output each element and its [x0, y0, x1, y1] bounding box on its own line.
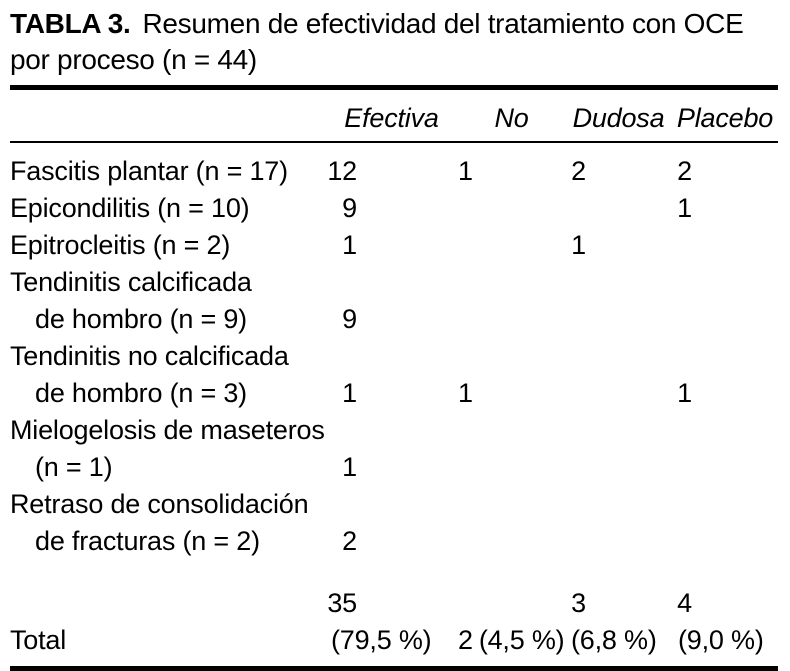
cell-dudosa: 2	[571, 156, 586, 186]
header-row: Efectiva No Dudosa Placebo	[10, 88, 778, 143]
cell-efectiva: 9	[342, 193, 357, 223]
cell-efectiva: 2	[342, 526, 357, 556]
cell-efectiva: 9	[342, 304, 357, 334]
column-header-dudosa: Dudosa	[572, 103, 665, 133]
cell-dudosa: 1	[571, 230, 586, 260]
cell-efectiva: 1	[342, 230, 357, 260]
row-label: Tendinitis calcificada de hombro (n = 9)	[10, 267, 252, 334]
table-row: Fascitis plantar (n = 17) 12 1 2 2	[10, 142, 778, 190]
cell-dudosa	[565, 338, 672, 412]
row-label: Tendinitis no calcificada de hombro (n =…	[10, 341, 289, 408]
row-label: Fascitis plantar (n = 17)	[10, 156, 288, 186]
total-cell-efectiva: 35(79,5 %)	[327, 588, 432, 655]
table-row: Tendinitis calcificada de hombro (n = 9)…	[10, 264, 778, 338]
table-row: Retraso de consolidación de fracturas (n…	[10, 486, 778, 560]
row-label: Epicondilitis (n = 10)	[10, 193, 250, 223]
total-cell-no: 2 (4,5 %)	[458, 625, 565, 655]
cell-no: 1	[458, 156, 473, 186]
table-row: Mielogelosis de maseteros (n = 1) 1	[10, 412, 778, 486]
total-cell-dudosa: 3(6,8 %)	[571, 588, 657, 655]
cell-no	[458, 412, 565, 486]
cell-dudosa	[565, 190, 672, 227]
table-row: Tendinitis no calcificada de hombro (n =…	[10, 338, 778, 412]
cell-placebo	[672, 227, 778, 264]
cell-dudosa	[565, 264, 672, 338]
cell-no	[458, 264, 565, 338]
cell-efectiva: 1	[342, 378, 357, 408]
total-cell-placebo: 4(9,0 %)	[677, 588, 764, 655]
table-row: Epitrocleitis (n = 2) 1 1	[10, 227, 778, 264]
cell-efectiva: 1	[342, 452, 357, 482]
table-title-text: Resumen de efectividad del tratamiento c…	[10, 8, 744, 75]
cell-placebo: 1	[677, 378, 692, 408]
cell-placebo	[672, 412, 778, 486]
total-label: Total	[10, 625, 67, 655]
effectiveness-table: Efectiva No Dudosa Placebo Fascitis plan…	[10, 85, 778, 671]
row-label: Epitrocleitis (n = 2)	[10, 230, 231, 260]
cell-placebo	[672, 264, 778, 338]
cell-placebo	[672, 486, 778, 560]
cell-efectiva: 12	[327, 156, 357, 186]
row-label: Retraso de consolidación de fracturas (n…	[10, 489, 309, 556]
column-header-no: No	[494, 103, 529, 133]
cell-no	[458, 486, 565, 560]
header-empty-cell	[10, 88, 325, 143]
table-number-label: TABLA 3.	[10, 8, 131, 39]
row-label: Mielogelosis de maseteros (n = 1)	[10, 415, 325, 482]
cell-dudosa	[565, 486, 672, 560]
column-header-efectiva: Efectiva	[344, 103, 439, 133]
cell-placebo: 1	[677, 193, 692, 223]
total-row: Total 35(79,5 %) 2 (4,5 %) 3(6,8 %) 4(9,0…	[10, 560, 778, 669]
cell-dudosa	[565, 412, 672, 486]
cell-no	[458, 190, 565, 227]
table-row: Epicondilitis (n = 10) 9 1	[10, 190, 778, 227]
cell-placebo: 2	[677, 156, 692, 186]
cell-no	[458, 227, 565, 264]
table-caption: TABLA 3. Resumen de efectividad del trata…	[10, 6, 780, 78]
column-header-placebo: Placebo	[676, 103, 774, 133]
cell-no: 1	[458, 378, 473, 408]
